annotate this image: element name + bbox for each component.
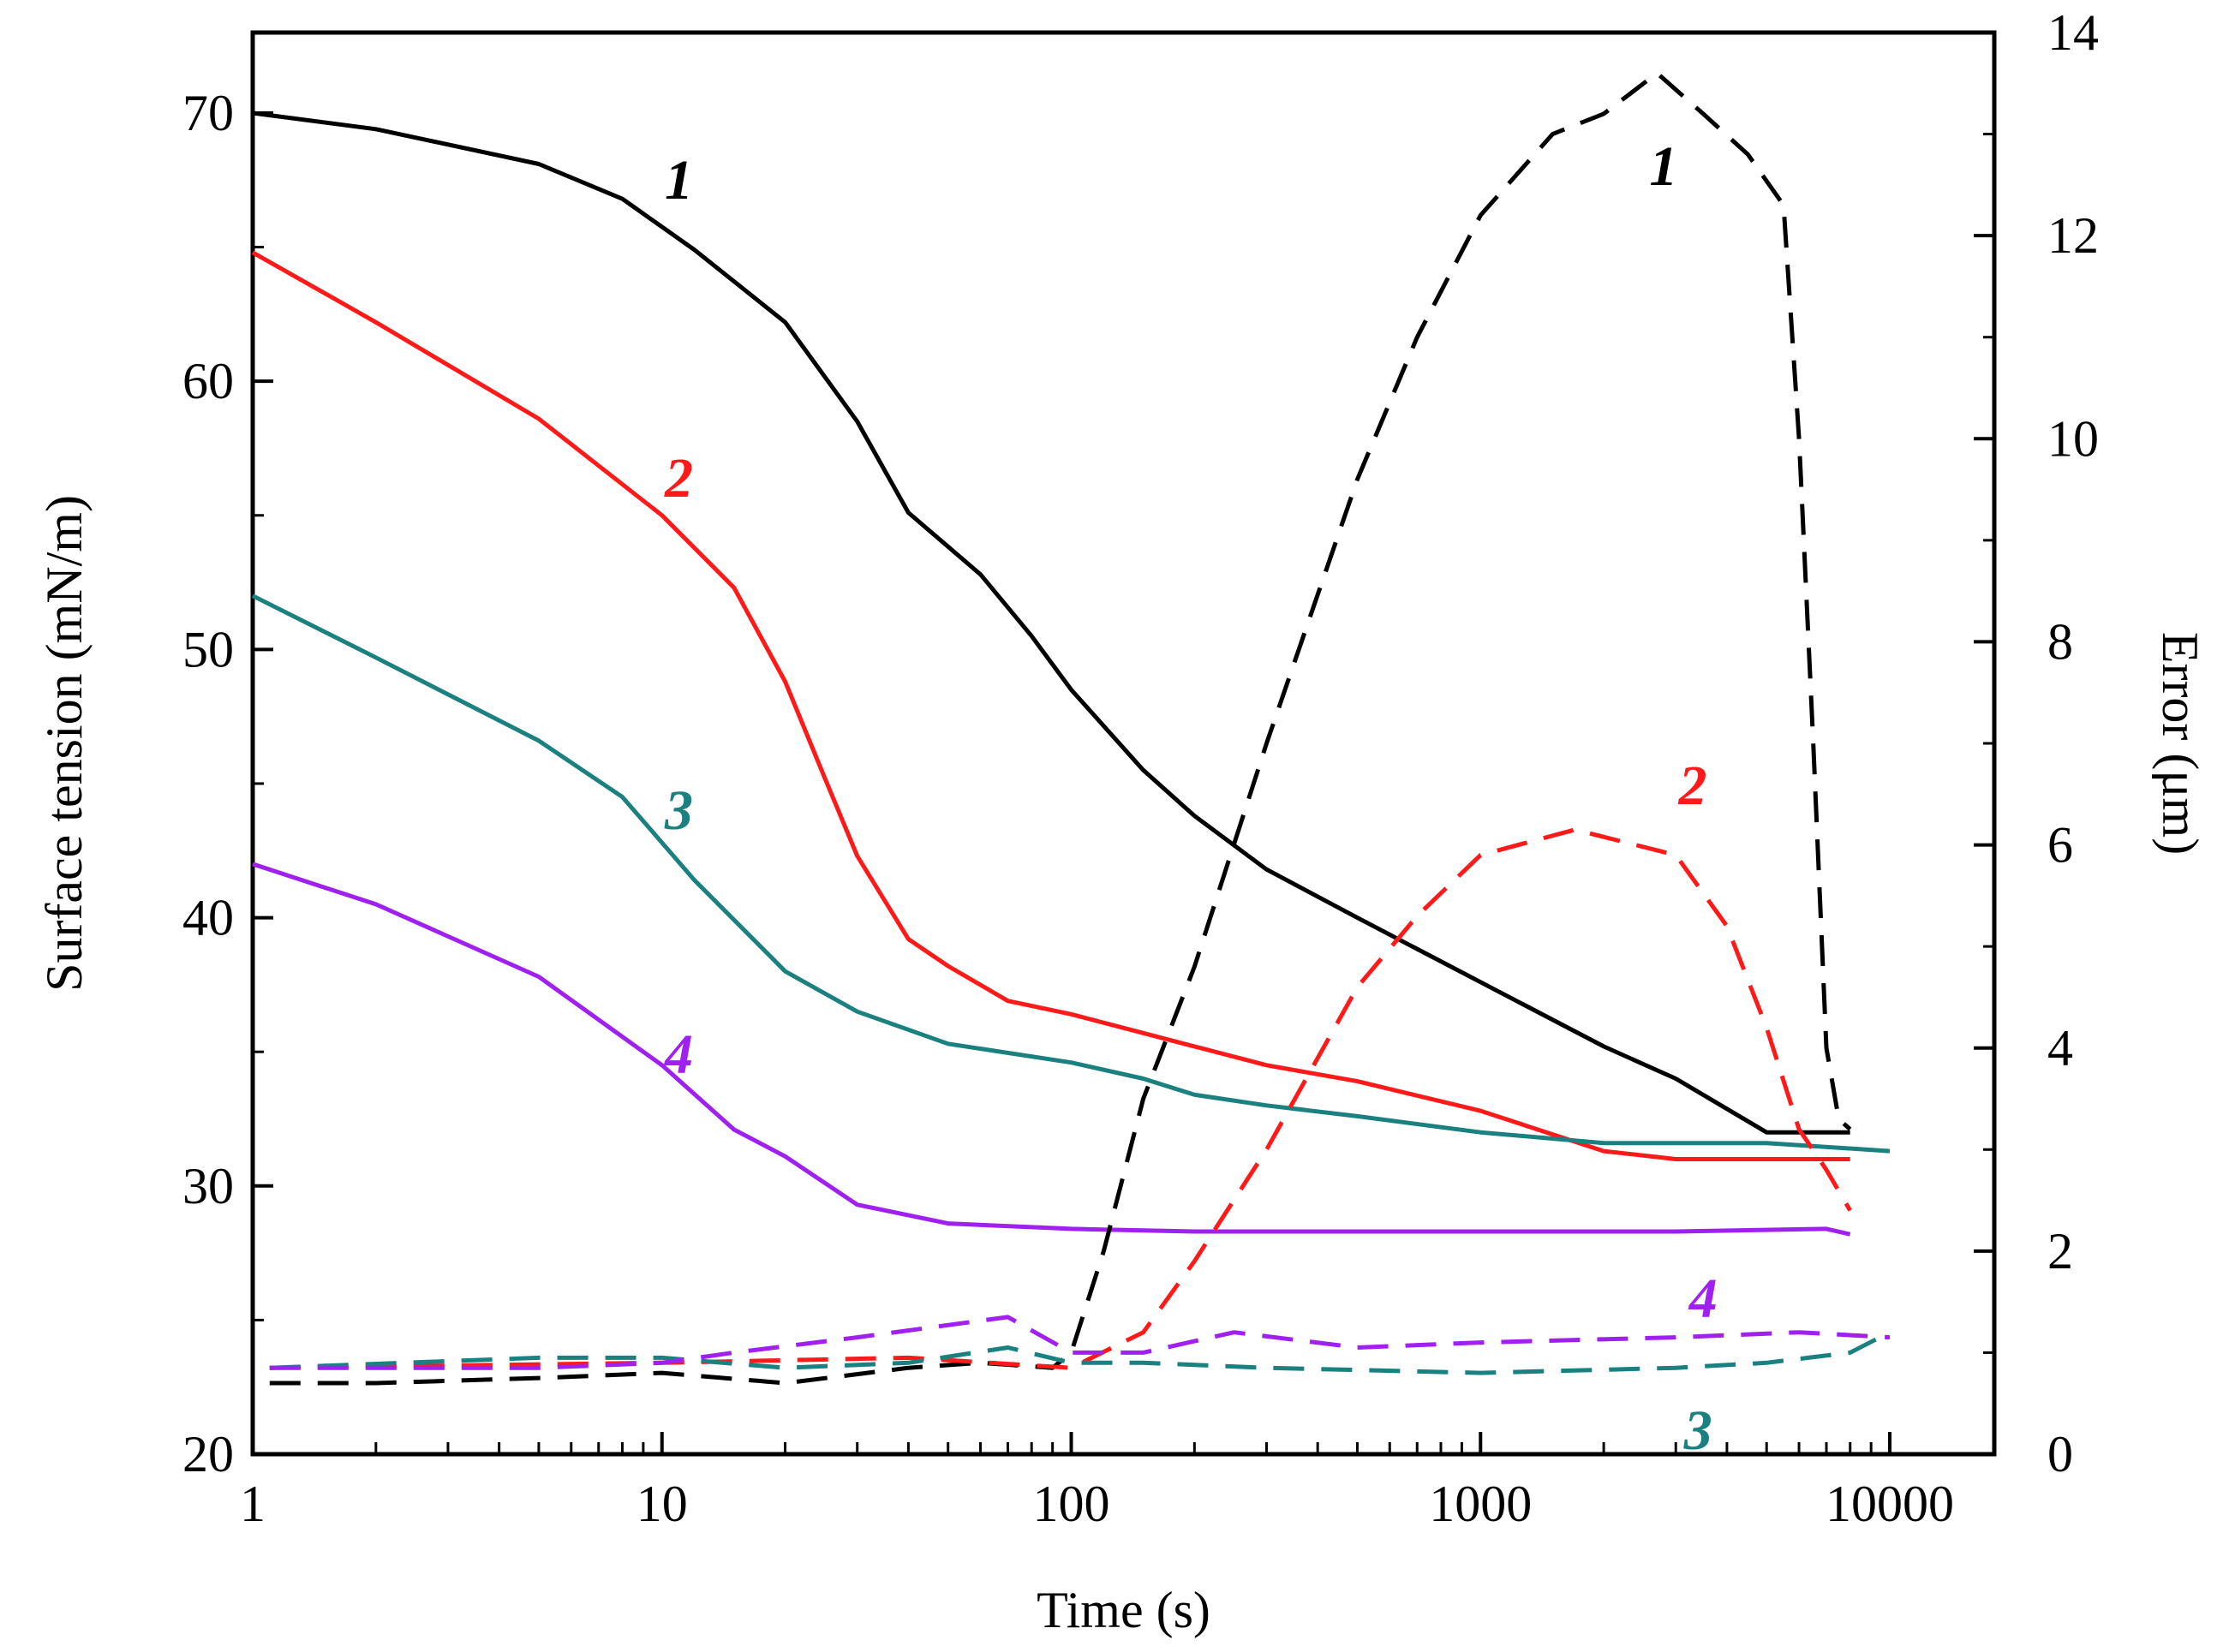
y-left-tick-label: 70 xyxy=(182,85,234,141)
curve-label-2-left: 2 xyxy=(664,447,693,510)
curve-label-4-right: 4 xyxy=(1688,1267,1718,1330)
plot-area xyxy=(250,30,1997,1457)
x-tick-label: 100 xyxy=(1033,1476,1110,1532)
x-tick-label: 1 xyxy=(240,1476,266,1532)
curve-label-3-left: 3 xyxy=(664,779,693,842)
labels-layer: 1 2 3 4 1 2 3 4 xyxy=(663,135,1718,1462)
y-right-tick-label: 8 xyxy=(2047,613,2073,670)
y-axis-left-title: Surface tension (mN/m) xyxy=(36,495,93,992)
y-left-tick-label: 50 xyxy=(182,621,234,677)
x-axis-title: Time (s) xyxy=(1037,1582,1210,1638)
y-axis-right-title: Error (μm) xyxy=(2152,632,2208,855)
series-2-error-line xyxy=(269,827,1852,1370)
x-tick-label: 10000 xyxy=(1826,1476,1954,1532)
y-right-tick-label: 2 xyxy=(2047,1223,2073,1279)
curve-label-2-right: 2 xyxy=(1678,754,1707,817)
plot-frame xyxy=(250,30,1997,1457)
y-right-tick-label: 14 xyxy=(2047,4,2099,61)
curve-label-4-left: 4 xyxy=(663,1023,693,1086)
x-tick-label: 1000 xyxy=(1429,1476,1532,1532)
series-layer xyxy=(251,70,1891,1386)
series-1-surface-tension-line xyxy=(252,110,1850,1135)
y-left-tick-label: 60 xyxy=(182,353,234,409)
series-3-surface-tension-line xyxy=(251,593,1891,1154)
y-right-tick-label: 4 xyxy=(2047,1020,2073,1076)
curve-label-1-right: 1 xyxy=(1649,135,1677,198)
series-4-error-line xyxy=(269,1315,1891,1370)
y-right-tick-label: 10 xyxy=(2047,410,2099,467)
y-left-tick-label: 40 xyxy=(182,890,234,946)
series-2-surface-tension-line xyxy=(251,250,1850,1161)
series-4-surface-tension-line xyxy=(252,862,1851,1237)
curve-label-3-right: 3 xyxy=(1683,1399,1712,1462)
y-right-tick-label: 0 xyxy=(2047,1426,2073,1482)
y-left-tick-label: 20 xyxy=(182,1426,234,1482)
y-left-tick-label: 30 xyxy=(182,1158,234,1214)
x-tick-label: 10 xyxy=(636,1476,688,1532)
y-right-tick-label: 6 xyxy=(2047,817,2073,874)
y-right-tick-label: 12 xyxy=(2047,207,2099,264)
series-1-error-line xyxy=(269,70,1852,1386)
curve-label-1-left: 1 xyxy=(665,149,693,212)
